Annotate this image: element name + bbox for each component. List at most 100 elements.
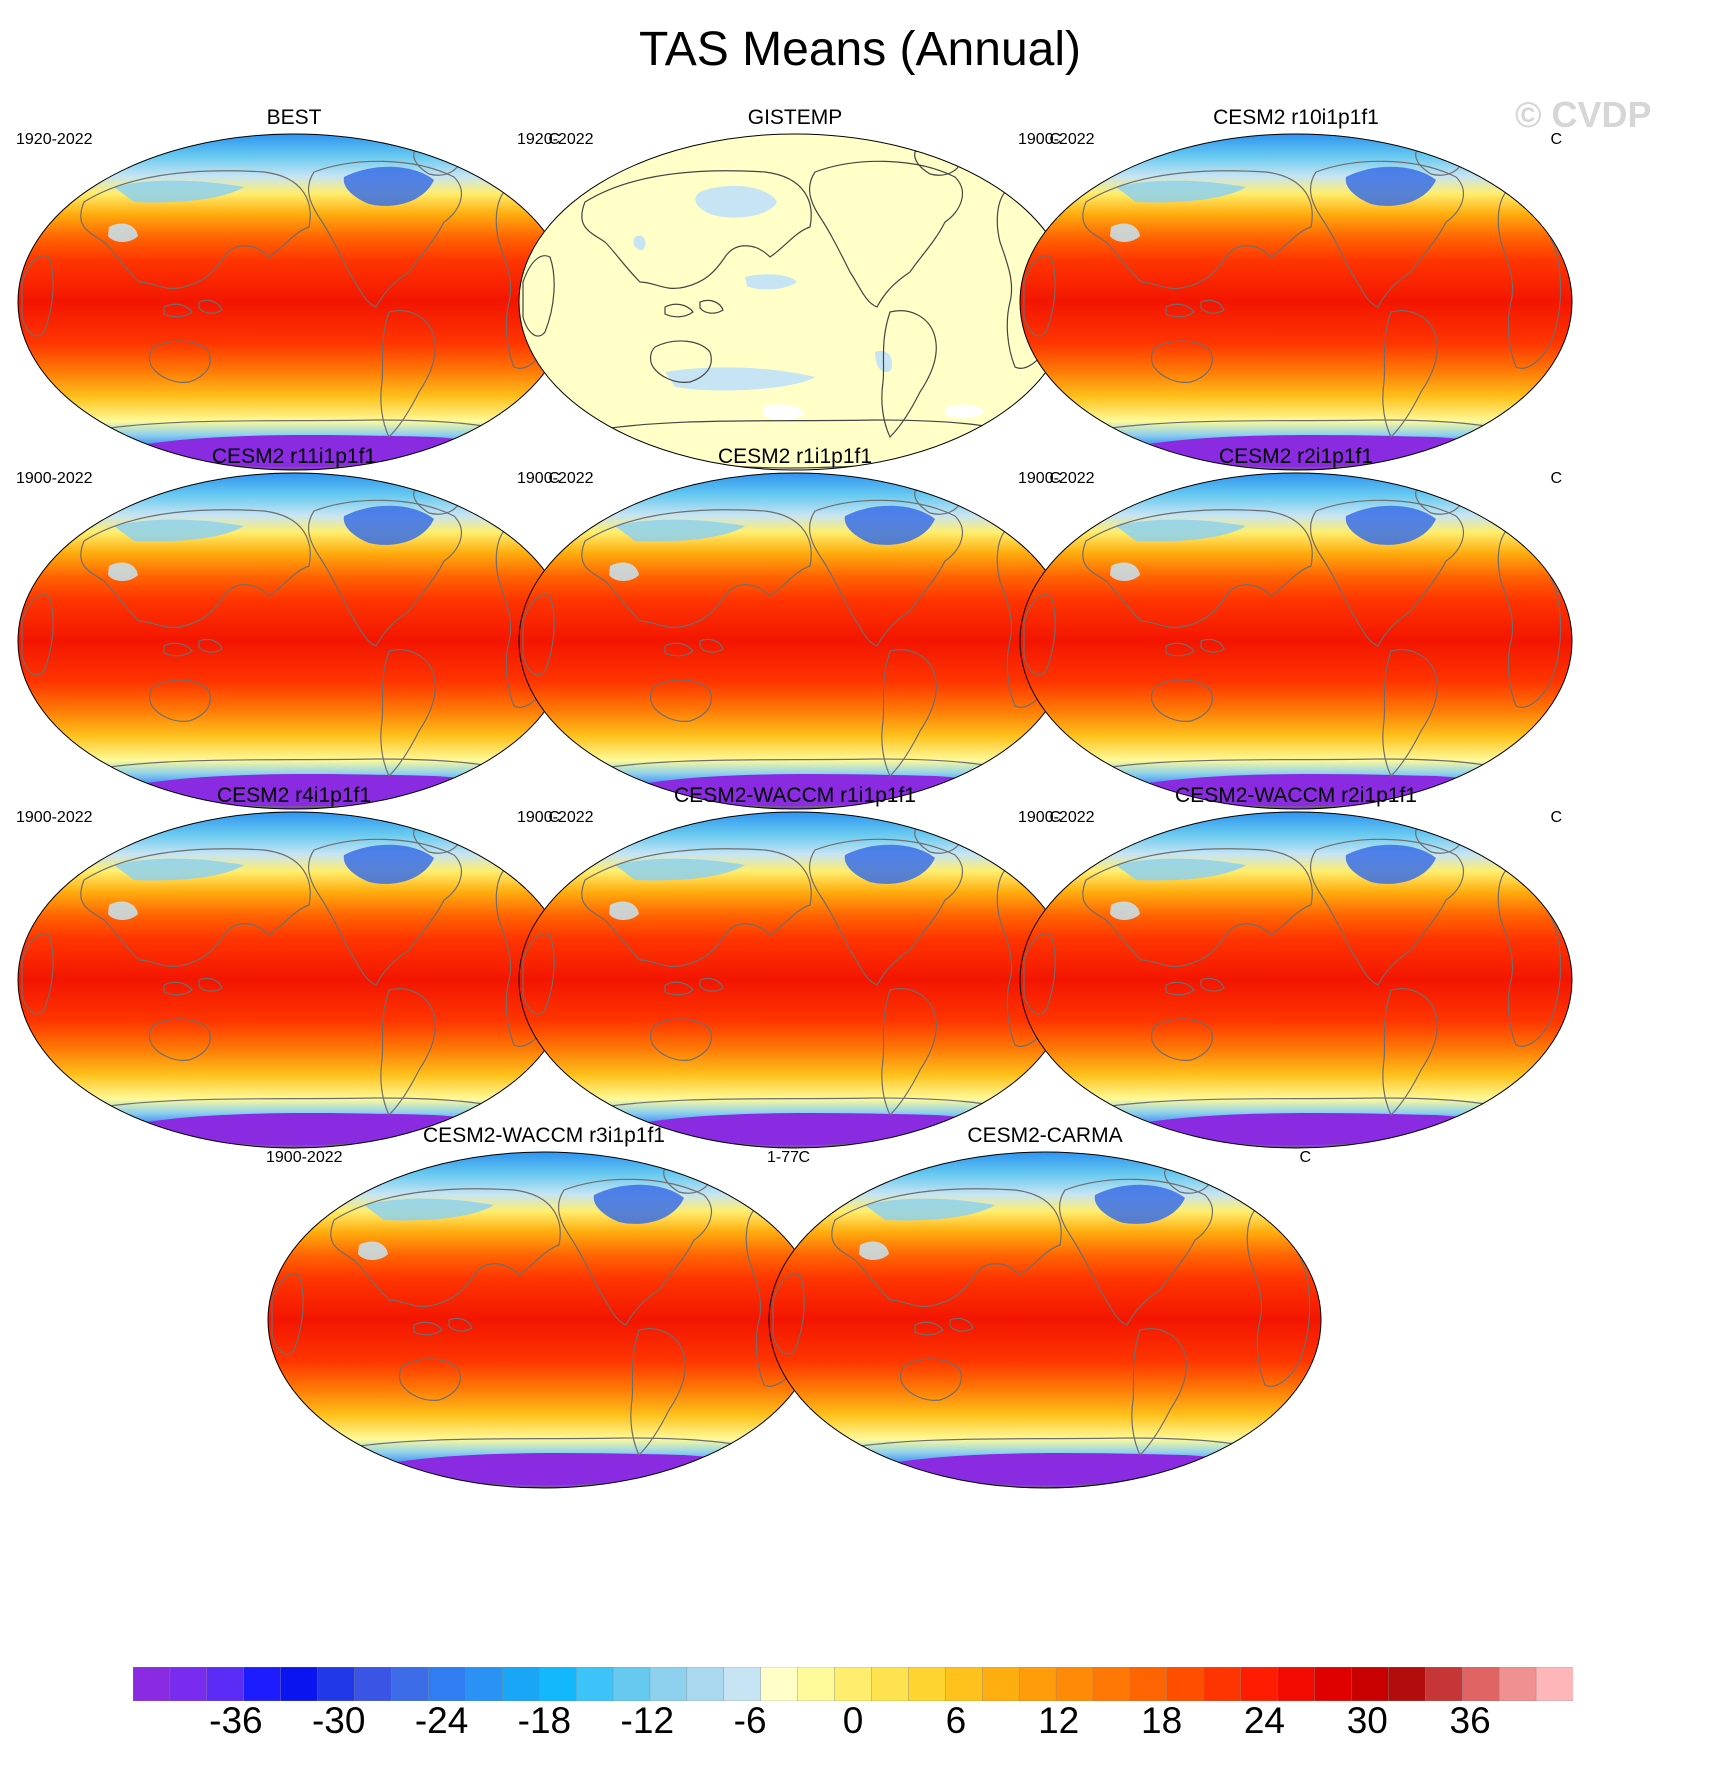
cold-region — [343, 166, 434, 206]
colorbar-label: -6 — [733, 1700, 767, 1741]
coastline — [1309, 838, 1464, 986]
cold-region — [108, 901, 138, 920]
coastline — [148, 1018, 211, 1061]
map-panel: CESM2-WACCM r1i1p1f1 1900-2022 C — [515, 784, 1075, 1154]
coastline — [307, 499, 462, 647]
colorbar-label: 18 — [1141, 1700, 1183, 1741]
coastline — [21, 255, 54, 337]
coastline — [699, 638, 724, 653]
cold-region — [1116, 519, 1246, 542]
coastline — [1497, 530, 1562, 708]
coastline — [1165, 303, 1195, 318]
panel-period: 1900-2022 — [1018, 809, 1095, 826]
colorbar-box — [280, 1667, 319, 1701]
colorbar-box — [1277, 1667, 1316, 1701]
temperature-field — [18, 134, 570, 470]
panel-period: 1900-2022 — [1018, 470, 1095, 487]
cold-region — [1116, 858, 1246, 881]
colorbar — [133, 1667, 1573, 1701]
coastline — [881, 988, 937, 1117]
coastline — [630, 1328, 686, 1457]
colorbar-box — [1018, 1667, 1057, 1701]
colorbar-label: -18 — [517, 1700, 572, 1741]
coastline — [581, 509, 812, 628]
colorbar-box — [391, 1667, 430, 1701]
temperature-field — [1020, 812, 1572, 1148]
panel-units: C — [1299, 1149, 1311, 1166]
colorbar-box — [243, 1667, 282, 1701]
panel-units: C — [548, 809, 560, 826]
anomaly-region — [745, 274, 797, 290]
coastline — [307, 838, 462, 986]
watermark-text: © CVDP — [1515, 94, 1652, 135]
coastline — [1382, 988, 1438, 1117]
coastline — [380, 649, 436, 778]
coastline — [21, 933, 54, 1015]
temperature-field — [18, 473, 570, 809]
colorbar-box — [834, 1667, 873, 1701]
panel-units: C — [1049, 470, 1061, 487]
panel-title: CESM2-WACCM r1i1p1f1 — [674, 784, 916, 807]
temperature-field — [1020, 134, 1572, 470]
panel-period: 1900-2022 — [266, 1149, 343, 1166]
cold-region — [859, 1241, 889, 1260]
coastline — [163, 642, 193, 657]
temperature-field — [769, 1152, 1321, 1488]
colorbar-box — [1462, 1667, 1500, 1701]
coastline — [699, 299, 724, 314]
coastline — [1382, 310, 1438, 439]
cold-region — [343, 844, 434, 884]
robinson-map — [518, 472, 1072, 810]
panel-title: CESM2-WACCM r3i1p1f1 — [423, 1124, 665, 1147]
coastline — [163, 981, 193, 996]
cold-region — [615, 519, 745, 542]
temperature-field — [519, 473, 1071, 809]
map-border — [768, 1151, 1322, 1489]
colorbar-label: 0 — [842, 1700, 864, 1741]
colorbar-box — [465, 1667, 503, 1701]
cold-region — [1110, 223, 1140, 242]
coastline — [699, 977, 724, 992]
anomaly-region — [695, 185, 777, 218]
coastline — [307, 160, 462, 308]
robinson-map — [1019, 811, 1573, 1149]
coastline — [1023, 933, 1056, 1015]
cold-region — [844, 505, 935, 545]
temperature-field — [519, 812, 1071, 1148]
colorbar-label: 30 — [1346, 1700, 1388, 1741]
panel-title: CESM2-CARMA — [967, 1124, 1123, 1147]
robinson-map — [768, 1151, 1322, 1489]
coastline — [80, 848, 311, 967]
panel-units: C — [1049, 131, 1061, 148]
colorbar-box — [1314, 1667, 1353, 1701]
panel-period: 1900-2022 — [16, 470, 93, 487]
temperature-field — [268, 1152, 820, 1488]
coastline — [1023, 255, 1056, 337]
colorbar-label: -36 — [209, 1700, 263, 1741]
coastline — [664, 642, 694, 657]
coastline — [1382, 649, 1438, 778]
cold-region — [609, 562, 639, 581]
colorbar-box — [317, 1667, 356, 1701]
coastline — [1082, 848, 1313, 967]
coastline — [1165, 981, 1195, 996]
panel-title: CESM2 r11i1p1f1 — [211, 445, 377, 468]
map-panel: CESM2 r10i1p1f1 1900-2022 C — [1016, 106, 1576, 476]
map-panel: CESM2 r4i1p1f1 1900-2022 C — [14, 784, 574, 1154]
panel-title: CESM2 r2i1p1f1 — [1218, 445, 1374, 468]
coastline — [1200, 638, 1225, 653]
panel-period: 1900-2022 — [1018, 131, 1095, 148]
coastline — [914, 1321, 944, 1336]
coastline — [163, 303, 193, 318]
colorbar-label: 6 — [945, 1700, 967, 1741]
colorbar-label: 12 — [1038, 1700, 1080, 1741]
coastline — [522, 594, 555, 676]
coastline — [198, 638, 223, 653]
coastline — [1082, 170, 1313, 289]
cold-region — [1110, 562, 1140, 581]
colorbar-box — [1203, 1667, 1242, 1701]
coastline — [398, 1358, 461, 1401]
coastline — [1058, 1178, 1213, 1326]
panel-units: C — [1550, 809, 1562, 826]
cold-region — [114, 858, 244, 881]
